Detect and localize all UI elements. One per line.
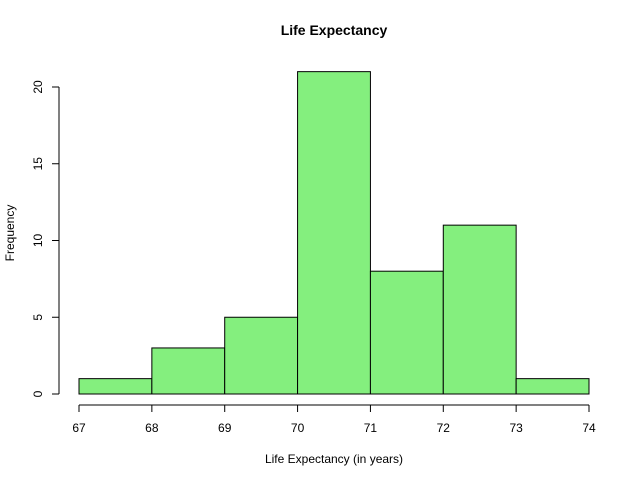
histogram-bar (369, 270, 444, 395)
histogram-bar (297, 71, 371, 395)
x-tick-label: 73 (509, 421, 523, 435)
y-tick-label: 5 (31, 314, 45, 321)
x-tick-label: 69 (218, 421, 232, 435)
histogram-bar (151, 347, 226, 395)
x-tick-label: 68 (145, 421, 159, 435)
x-tick-label: 74 (582, 421, 596, 435)
y-axis: 0 5 10 15 20 (31, 80, 60, 397)
y-tick-label: 0 (31, 390, 45, 397)
x-tick-label: 67 (72, 421, 86, 435)
y-tick-label: 10 (31, 234, 45, 248)
y-tick-label: 15 (31, 157, 45, 171)
bars-group (78, 71, 590, 395)
x-tick-label: 72 (437, 421, 451, 435)
histogram-bar (78, 378, 153, 395)
y-axis-label: Frequency (3, 205, 17, 262)
x-axis-label: Life Expectancy (in years) (265, 452, 403, 466)
x-axis: 67 68 69 70 71 72 73 74 (72, 404, 596, 435)
chart-title: Life Expectancy (281, 22, 388, 38)
histogram-bar (224, 316, 299, 395)
x-tick-label: 70 (291, 421, 305, 435)
y-tick-label: 20 (31, 80, 45, 94)
x-tick-label: 71 (364, 421, 378, 435)
histogram-bar (515, 378, 590, 395)
histogram-bar (442, 224, 517, 395)
